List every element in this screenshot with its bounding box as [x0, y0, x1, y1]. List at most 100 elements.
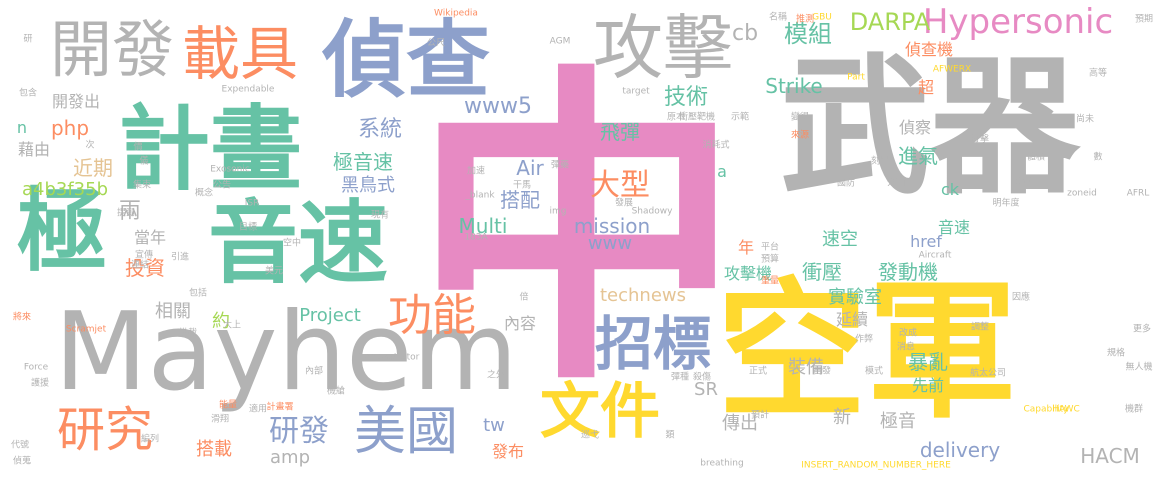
- cloud-word: ck: [940, 180, 960, 199]
- cloud-word: Part: [847, 72, 865, 83]
- cloud-word: 暴亂: [908, 350, 948, 374]
- cloud-word: 體積: [1026, 152, 1046, 163]
- cloud-word: 示範: [730, 112, 750, 123]
- cloud-word: 代號: [10, 440, 30, 451]
- cloud-word: 倍: [519, 292, 529, 303]
- cloud-word: 空軍: [716, 265, 1018, 439]
- cloud-word: 推測: [795, 14, 815, 25]
- cloud-word: 文件: [540, 377, 660, 447]
- cloud-word: mission: [573, 214, 651, 238]
- cloud-word: 衝壓靶機: [678, 112, 716, 123]
- cloud-word: 巡弋: [580, 430, 600, 441]
- cloud-word: 次: [85, 140, 95, 151]
- cloud-word: 公布: [1012, 176, 1032, 187]
- cloud-word: 當年: [133, 228, 167, 247]
- cloud-word: 正式: [748, 366, 768, 377]
- cloud-word: 衝壓: [802, 260, 842, 284]
- cloud-word: 載具: [181, 20, 299, 88]
- cloud-word: 高等: [1088, 68, 1108, 79]
- cloud-word: php: [50, 116, 90, 140]
- cloud-word: 中: [412, 40, 742, 424]
- cloud-word: 飛彈: [600, 120, 640, 144]
- cloud-word: 搭載: [196, 439, 232, 460]
- cloud-word: 攻擊: [593, 7, 733, 89]
- cloud-word: 干馬: [512, 180, 532, 191]
- cloud-word: 平台: [760, 242, 780, 253]
- cloud-word: Scramjet: [65, 324, 107, 335]
- cloud-word: Capability: [1023, 404, 1069, 415]
- cloud-word: 攻擊機: [723, 264, 773, 283]
- cloud-word: 重量: [760, 276, 780, 287]
- cloud-word: 進氣: [898, 144, 938, 168]
- cloud-word: 滑翔: [210, 414, 230, 425]
- cloud-word: 黑鳥式: [341, 175, 395, 196]
- cloud-word: 近期: [73, 156, 113, 180]
- cloud-word: Expendable: [221, 84, 275, 95]
- cloud-word: 改成: [898, 328, 918, 339]
- cloud-word: 發布: [491, 442, 525, 461]
- cloud-word: 約: [212, 311, 230, 332]
- cloud-word: 公尺: [426, 38, 446, 49]
- cloud-word: 航太公司: [969, 368, 1007, 379]
- cloud-word: GBU: [812, 12, 832, 23]
- cloud-word: 原本: [666, 112, 686, 123]
- cloud-word: 明年度: [992, 198, 1020, 209]
- cloud-word: 研: [23, 34, 33, 45]
- cloud-word: zoneid: [1067, 188, 1097, 199]
- cloud-word: 發展: [614, 198, 634, 209]
- cloud-word: 藉由: [17, 140, 51, 159]
- cloud-word: Project: [299, 305, 361, 326]
- cloud-word: HAWC: [1052, 404, 1080, 415]
- cloud-word: 超: [917, 78, 935, 97]
- cloud-word: breathing: [700, 458, 744, 469]
- cloud-word: 計畫署: [266, 402, 294, 413]
- cloud-word: 機群: [1124, 404, 1144, 415]
- cloud-word: AFWERX: [932, 64, 972, 75]
- cloud-word: 數: [1093, 152, 1103, 163]
- cloud-word: HACM: [1080, 444, 1140, 468]
- cloud-word: DARPA: [849, 8, 931, 36]
- cloud-word: 先前: [911, 376, 945, 395]
- cloud-word: 現有: [370, 210, 390, 221]
- cloud-word: _blank: [465, 190, 495, 201]
- cloud-word: 包括: [188, 288, 208, 299]
- cloud-word: 因應: [1011, 292, 1031, 303]
- cloud-word: 價: [133, 142, 143, 153]
- cloud-word: 183A: [464, 232, 488, 243]
- cloud-word: 兩: [118, 199, 142, 224]
- cloud-word: 消耗式: [702, 140, 730, 151]
- cloud-word: 掛載: [178, 328, 198, 339]
- cloud-word: 集束: [132, 180, 152, 191]
- cloud-word: Air: [516, 156, 544, 180]
- cloud-word: target: [622, 86, 650, 97]
- cloud-word: 作弊: [854, 334, 874, 345]
- cloud-word: 彈種: [670, 372, 690, 383]
- cloud-word: Wikipedia: [434, 8, 478, 19]
- cloud-word: 研發: [269, 414, 329, 449]
- cloud-word: 預算: [760, 254, 780, 265]
- cloud-word: 適用: [248, 404, 268, 415]
- cloud-word: 調整: [970, 322, 990, 333]
- cloud-word: 類: [665, 430, 675, 441]
- cloud-word: 刻星: [870, 156, 890, 167]
- cloud-word: 偵查機: [904, 40, 954, 59]
- cloud-word: 大型: [590, 168, 650, 203]
- cloud-word: AFRL: [1126, 188, 1150, 199]
- cloud-word: INSERT_RANDOM_NUMBER_HERE: [801, 460, 951, 471]
- cloud-word: 預期: [1134, 14, 1154, 25]
- cloud-word: 打擊: [970, 134, 990, 145]
- cloud-word: 研究: [56, 402, 154, 458]
- cloud-word: 招標: [594, 310, 712, 378]
- cloud-word: 能量: [218, 400, 238, 411]
- cloud-word: 包含: [18, 88, 38, 99]
- cloud-word: 介面: [886, 178, 906, 189]
- cloud-word: 宣傳: [134, 250, 154, 261]
- cloud-word: 變得: [790, 112, 810, 123]
- cloud-word: 空中: [282, 238, 302, 249]
- cloud-word: 彈藥: [550, 160, 570, 171]
- cloud-word: 發動機: [878, 260, 938, 284]
- cloud-word: 大上: [222, 320, 242, 331]
- cloud-word: 規格: [1106, 348, 1126, 359]
- cloud-word: delivery: [919, 438, 1001, 462]
- cloud-word: AGM: [549, 36, 571, 47]
